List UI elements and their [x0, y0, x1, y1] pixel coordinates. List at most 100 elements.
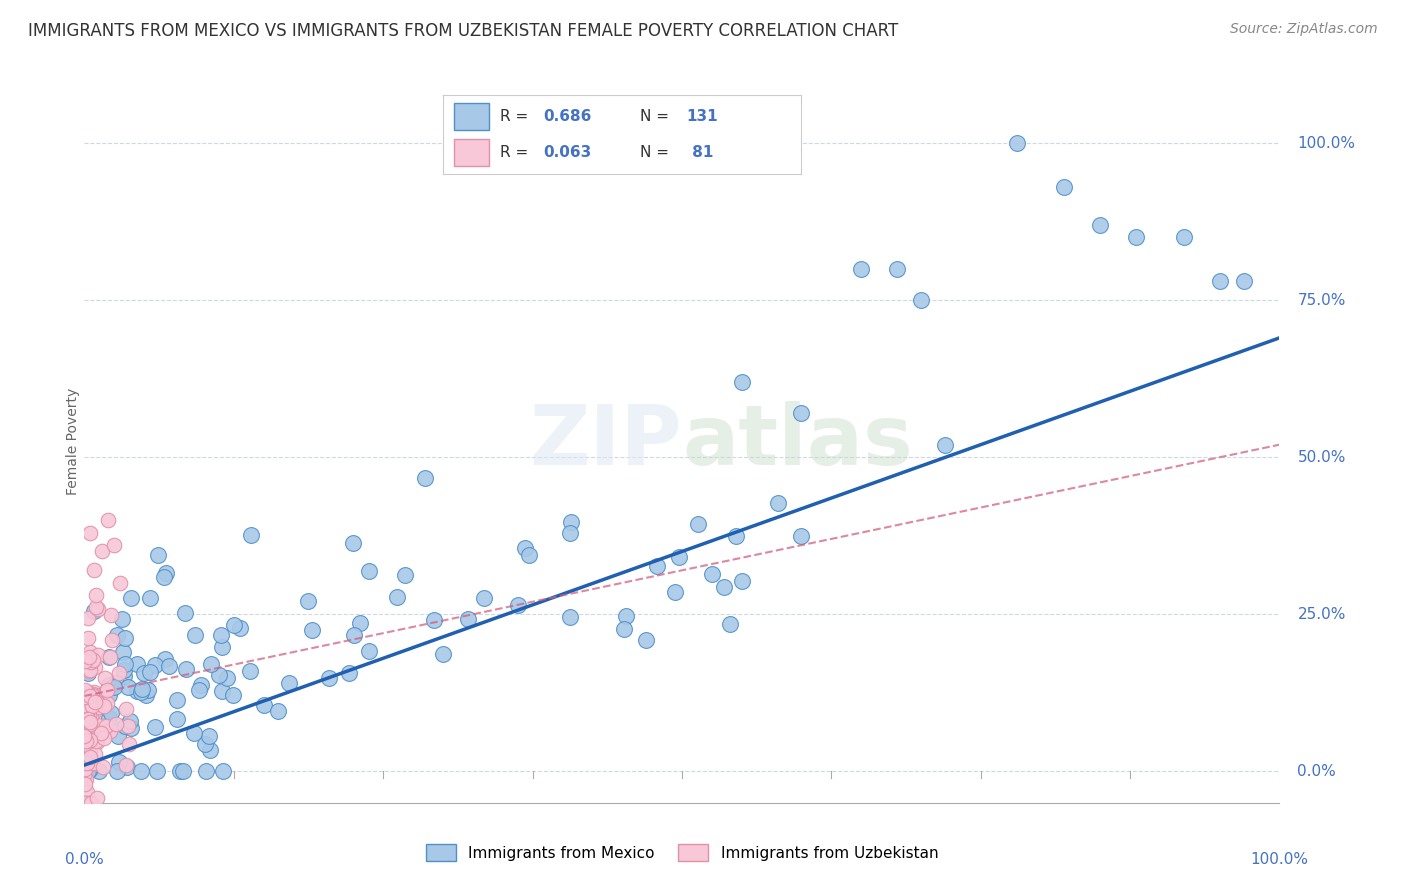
Point	[104, 717, 127, 731]
Point	[75, 777, 97, 791]
Point	[105, 676, 128, 690]
Point	[105, 628, 128, 642]
Point	[79, 796, 101, 810]
Point	[131, 764, 153, 779]
Point	[80, 709, 103, 723]
Point	[886, 261, 908, 276]
Text: 0.0%: 0.0%	[65, 852, 104, 867]
Point	[474, 591, 496, 605]
Point	[84, 734, 107, 748]
Point	[73, 768, 96, 782]
Point	[198, 743, 221, 757]
Point	[517, 549, 540, 563]
Point	[790, 529, 813, 543]
Point	[143, 720, 166, 734]
Point	[77, 764, 100, 779]
Point	[174, 662, 197, 676]
Point	[83, 705, 105, 719]
Point	[194, 764, 217, 779]
Point	[77, 703, 100, 717]
Point	[77, 666, 100, 681]
Point	[79, 689, 101, 703]
Point	[153, 652, 176, 666]
Point	[79, 762, 101, 776]
Point	[1053, 180, 1076, 194]
Point	[86, 589, 108, 603]
Point	[724, 529, 747, 543]
Point	[89, 691, 111, 706]
Point	[86, 735, 108, 749]
Point	[136, 683, 159, 698]
Point	[127, 657, 149, 671]
Point	[253, 698, 276, 712]
Point	[83, 757, 105, 772]
Point	[79, 656, 101, 670]
Point	[215, 671, 238, 685]
Point	[79, 706, 101, 720]
Point	[143, 657, 166, 672]
Point	[1125, 230, 1147, 244]
Point	[76, 631, 98, 645]
Point	[731, 574, 754, 588]
Point	[114, 719, 136, 733]
Legend: Immigrants from Mexico, Immigrants from Uzbekistan: Immigrants from Mexico, Immigrants from …	[419, 838, 945, 867]
Point	[1090, 218, 1112, 232]
Point	[91, 544, 114, 558]
Point	[75, 683, 97, 698]
Point	[87, 764, 110, 779]
Point	[82, 699, 104, 714]
Point	[636, 632, 658, 647]
Point	[83, 563, 105, 577]
Point	[83, 695, 105, 709]
Point	[301, 624, 323, 638]
Point	[76, 753, 98, 767]
Point	[359, 564, 381, 578]
Point	[83, 747, 105, 762]
Point	[132, 666, 155, 681]
Point	[103, 680, 125, 694]
Text: 50.0%: 50.0%	[1298, 450, 1346, 465]
Point	[184, 628, 207, 642]
Point	[422, 613, 444, 627]
Point	[120, 714, 142, 728]
Point	[91, 760, 114, 774]
Point	[96, 696, 118, 710]
Point	[76, 736, 98, 750]
Point	[387, 590, 409, 604]
Point	[76, 756, 98, 771]
Point	[139, 591, 162, 606]
Point	[98, 710, 121, 724]
Point	[200, 657, 222, 672]
Point	[198, 729, 221, 743]
Point	[432, 647, 454, 661]
Point	[1209, 274, 1232, 288]
Point	[934, 438, 956, 452]
Point	[76, 712, 98, 726]
Point	[73, 796, 96, 810]
Point	[153, 570, 176, 584]
Point	[79, 740, 101, 755]
Point	[83, 685, 105, 699]
Point	[174, 606, 197, 620]
Point	[240, 527, 263, 541]
Point	[83, 660, 105, 674]
Point	[82, 653, 104, 667]
Point	[318, 671, 340, 685]
Point	[79, 525, 101, 540]
Point	[337, 665, 360, 680]
Point	[157, 658, 180, 673]
Point	[117, 760, 139, 774]
Point	[94, 671, 117, 685]
Point	[558, 610, 581, 624]
Y-axis label: Female Poverty: Female Poverty	[66, 388, 80, 495]
Point	[77, 664, 100, 678]
Point	[183, 725, 205, 739]
Text: 0.0%: 0.0%	[1298, 764, 1336, 779]
Point	[82, 688, 104, 702]
Point	[187, 683, 209, 698]
Point	[80, 796, 103, 810]
Point	[86, 695, 108, 709]
Point	[190, 678, 212, 692]
Point	[146, 764, 169, 779]
Text: 100.0%: 100.0%	[1298, 136, 1355, 151]
